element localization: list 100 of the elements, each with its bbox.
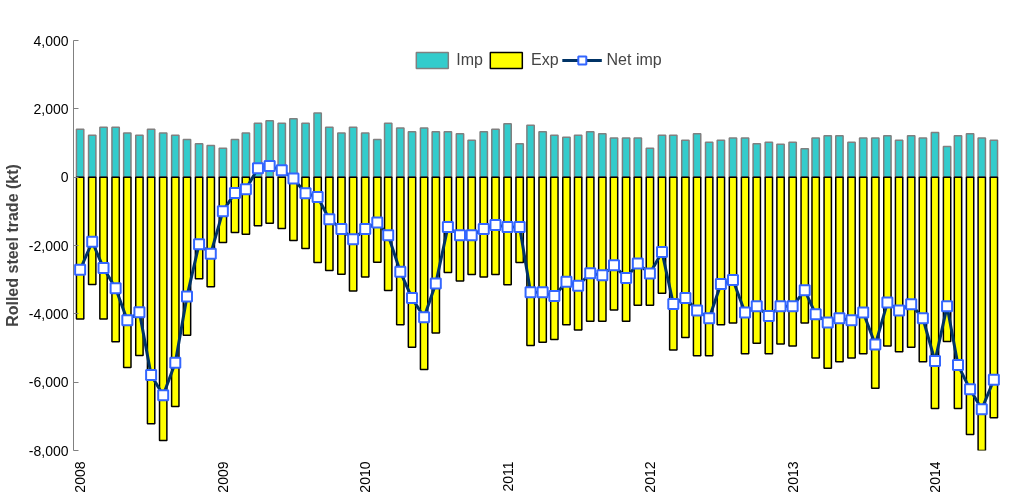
bar bbox=[645, 147, 655, 178]
bar bbox=[965, 176, 975, 436]
bar bbox=[882, 135, 892, 178]
bar bbox=[372, 138, 382, 178]
bar bbox=[906, 176, 916, 349]
bar bbox=[241, 132, 251, 178]
x-tick-label: 2011 bbox=[499, 461, 516, 492]
bar bbox=[668, 176, 678, 351]
bar bbox=[585, 130, 595, 178]
bar bbox=[549, 176, 559, 341]
bar bbox=[443, 130, 453, 178]
bar bbox=[146, 128, 156, 178]
bar bbox=[479, 130, 489, 178]
y-tick-label: 2,000 bbox=[33, 100, 69, 117]
bar bbox=[158, 132, 168, 178]
bar bbox=[870, 176, 880, 390]
bar bbox=[170, 176, 180, 408]
bar bbox=[111, 126, 121, 178]
x-tick-label: 2012 bbox=[641, 461, 658, 493]
bar bbox=[704, 176, 714, 357]
bar bbox=[395, 127, 405, 178]
bar bbox=[431, 130, 441, 178]
bar bbox=[301, 122, 310, 178]
bar bbox=[906, 135, 916, 178]
bar bbox=[360, 132, 370, 178]
bar bbox=[870, 137, 880, 178]
y-tick-label: -2,000 bbox=[28, 237, 69, 254]
bar bbox=[823, 135, 833, 178]
bar bbox=[704, 141, 714, 178]
bar bbox=[337, 132, 346, 178]
bar bbox=[811, 137, 821, 178]
bar bbox=[621, 137, 631, 178]
legend-label: Exp bbox=[530, 51, 559, 69]
bar bbox=[122, 132, 132, 178]
bar bbox=[597, 176, 607, 323]
bar bbox=[313, 112, 323, 178]
bar bbox=[918, 176, 928, 363]
bar bbox=[467, 139, 477, 178]
x-tick-label: 2008 bbox=[72, 461, 89, 493]
x-tick-label: 2009 bbox=[214, 461, 231, 493]
bar bbox=[538, 176, 548, 343]
bar bbox=[170, 134, 180, 178]
bar bbox=[776, 143, 785, 178]
bar bbox=[122, 176, 132, 369]
y-tick-label: 4,000 bbox=[33, 32, 69, 49]
bar bbox=[218, 147, 228, 178]
bar bbox=[549, 134, 559, 178]
bar bbox=[395, 176, 405, 326]
y-tick-label: -6,000 bbox=[28, 374, 69, 391]
bar bbox=[668, 134, 678, 178]
bar bbox=[977, 137, 987, 178]
bar bbox=[692, 176, 702, 357]
x-tick-label: 2010 bbox=[357, 461, 374, 493]
bar bbox=[752, 142, 762, 178]
y-axis-title: Rolled steel trade (kt) bbox=[3, 164, 21, 327]
bar bbox=[419, 127, 429, 178]
bar bbox=[265, 176, 275, 225]
bar bbox=[585, 176, 595, 323]
bar bbox=[99, 176, 108, 320]
bar bbox=[764, 176, 774, 355]
bar bbox=[847, 141, 856, 178]
bar bbox=[894, 176, 904, 353]
bar bbox=[573, 134, 583, 178]
bar bbox=[597, 133, 607, 178]
bar bbox=[680, 176, 690, 339]
bar bbox=[158, 176, 168, 442]
bar bbox=[858, 137, 868, 178]
bar bbox=[764, 141, 774, 178]
bar bbox=[515, 142, 525, 178]
y-tick-label: -8,000 bbox=[28, 442, 69, 459]
y-tick-label: -4,000 bbox=[28, 305, 69, 322]
bar bbox=[538, 130, 548, 178]
bar bbox=[882, 176, 892, 347]
bar bbox=[800, 148, 810, 178]
bar bbox=[503, 123, 512, 178]
bar bbox=[977, 176, 987, 451]
bar bbox=[146, 176, 156, 425]
bar bbox=[562, 176, 571, 326]
bar bbox=[491, 128, 500, 178]
bar bbox=[776, 176, 785, 345]
bar bbox=[194, 142, 204, 178]
bar bbox=[989, 139, 999, 178]
bar bbox=[965, 133, 975, 178]
bar bbox=[324, 126, 334, 178]
bar bbox=[835, 135, 844, 178]
bar bbox=[87, 134, 97, 178]
bar bbox=[419, 176, 429, 371]
bar bbox=[383, 122, 393, 178]
legend-label: Imp bbox=[456, 51, 483, 69]
bar bbox=[633, 137, 643, 178]
legend-label: Net imp bbox=[606, 51, 662, 69]
x-tick-label: 2013 bbox=[784, 461, 801, 493]
bar bbox=[858, 176, 868, 355]
bar bbox=[134, 134, 144, 178]
bar bbox=[847, 176, 856, 359]
bar bbox=[692, 133, 702, 178]
bar bbox=[788, 141, 798, 178]
bar bbox=[562, 136, 571, 178]
bar bbox=[835, 176, 844, 363]
bar bbox=[573, 176, 583, 331]
